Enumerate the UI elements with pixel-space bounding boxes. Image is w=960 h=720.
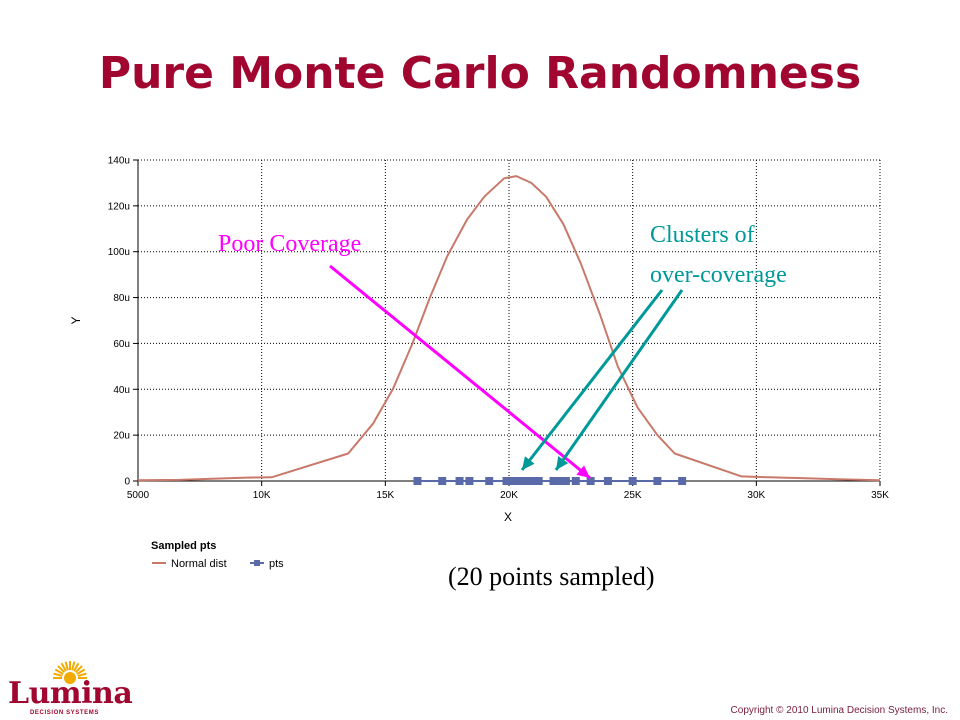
sample-point [628,477,637,485]
logo-tagline: DECISION SYSTEMS [30,710,99,716]
sample-point [561,477,570,485]
poor-coverage-arrow [329,264,591,480]
chart-axes: 5000 10K 15K 20K 25K 30K 35K 0 20u 40u 60u 80u 100u 1… [69,156,889,525]
legend-label-pts: pts [269,558,284,570]
clusters-label-line1: Clusters of [650,222,755,248]
sample-point [653,477,662,485]
sun-ray [57,665,66,674]
sample-point [554,477,563,485]
annotation-arrows [329,264,684,480]
x-tick-label: 15K [376,490,394,501]
annotation-labels: Poor Coverage Clusters of over-coverage [218,222,787,288]
x-tick-label: 20K [500,490,518,501]
y-tick-label: 100u [108,247,130,258]
poor-coverage-arrow-head [576,465,590,478]
chart-legend: Sampled pts Normal dist pts [151,540,284,570]
cluster-arrow-right-head [556,456,569,470]
sample-point [586,477,595,485]
normal-dist-curve [137,175,881,482]
cluster-arrow-right [554,289,684,471]
y-tick-label: 80u [113,293,130,304]
sample-point [413,477,422,485]
x-tick-label: 5000 [127,490,150,501]
chart-grid [138,159,881,481]
sample-point [534,477,543,485]
cluster-arrow-left [520,289,664,471]
x-tick-label: 10K [253,490,271,501]
sample-point [678,477,687,485]
sample-point [438,477,447,485]
sun-ray [64,661,69,671]
clusters-label-line2: over-coverage [650,262,787,288]
y-tick-label: 140u [108,156,130,167]
sample-point [517,477,526,485]
sun-ray [77,672,87,677]
sun-ray [74,665,83,674]
legend-marker-pts [254,560,260,566]
sample-point [527,477,536,485]
legend-label-normal: Normal dist [171,558,227,570]
sample-point [549,477,558,485]
company-logo: Lumina DECISION SYSTEMS [8,658,133,716]
x-tick-label: 35K [871,490,889,501]
poor-coverage-label: Poor Coverage [218,231,361,257]
sun-ray [71,661,76,671]
normal-vs-sampled-chart: 5000 10K 15K 20K 25K 30K 35K 0 20u 40u 60u 80u 100u 1… [69,156,889,571]
sampled-points [413,477,687,485]
sample-point [455,477,464,485]
y-axis-label: Y [69,316,83,324]
sun-ray [53,672,63,677]
sample-point [522,477,531,485]
sample-point [465,477,474,485]
y-tick-label: 60u [113,339,130,350]
sun-ray [54,668,64,675]
logo-wordmark: Lumina [8,676,133,711]
sun-ray [73,662,80,672]
x-tick-label: 25K [624,490,642,501]
sample-point [509,477,518,485]
y-tick-label: 20u [113,431,130,442]
sample-point [571,477,580,485]
sample-point [502,477,511,485]
sun-icon [53,661,87,684]
y-tick-label: 120u [108,201,130,212]
cluster-arrow-left-head [522,456,535,470]
y-tick-label: 0 [124,477,130,488]
y-tick-label: 40u [113,385,130,396]
copyright-notice: Copyright © 2010 Lumina Decision Systems… [730,705,948,716]
x-axis-label: X [504,510,512,524]
slide-title: Pure Monte Carlo Randomness [98,48,862,99]
sun-ray [76,668,86,675]
normal-dist-line [137,175,881,482]
sun-ray [60,662,67,672]
x-tick-label: 30K [747,490,765,501]
sample-point [485,477,494,485]
legend-title: Sampled pts [151,540,216,552]
sample-count-caption: (20 points sampled) [448,562,655,591]
sample-point [603,477,612,485]
